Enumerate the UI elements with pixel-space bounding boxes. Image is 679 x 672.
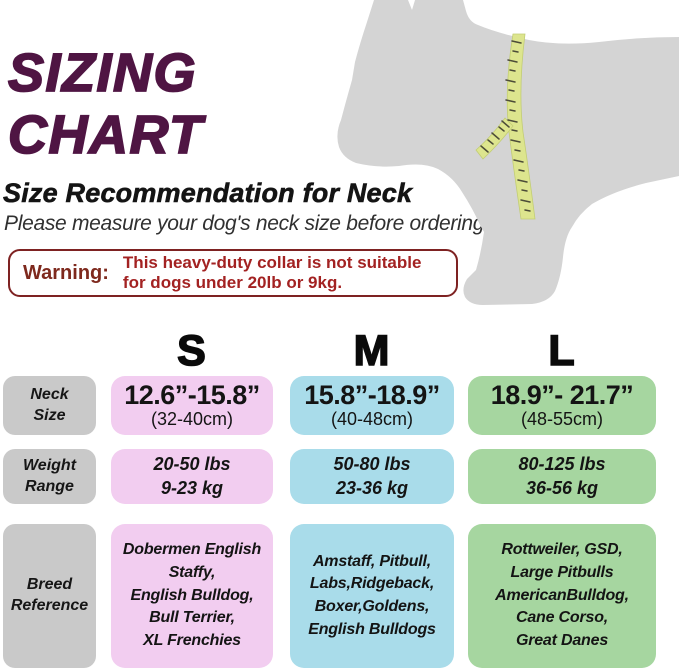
dog-silhouette [337,0,679,305]
weight-range-m-value: 50-80 lbs 23-36 kg [333,454,411,498]
breed-reference-l-value: Rottweiler, GSD, Large Pitbulls American… [495,541,629,650]
section-subtitle: Size Recommendation for Neck [3,178,413,209]
row-label-breed-reference: Breed Reference [3,524,96,668]
weight-range-cell-l: 80-125 lbs 36-56 kg [468,449,656,504]
weight-range-l-value: 80-125 lbs 36-56 kg [518,454,606,498]
breed-reference-cell-l: Rottweiler, GSD, Large Pitbulls American… [468,524,656,668]
neck-size-cell-m: 15.8”-18.9” (40-48cm) [290,376,454,435]
neck-size-s-value: 12.6”-15.8” [124,379,260,410]
page-title-line2: CHART [7,104,204,166]
row-label-weight-range: Weight Range [3,449,96,504]
weight-range-s-value: 20-50 lbs 9-23 kg [153,454,231,498]
neck-size-m-value: 15.8”-18.9” [304,379,440,410]
tape-tick-marks [480,40,531,212]
breed-reference-s-value: Dobermen English Staffy, English Bulldog… [122,541,262,650]
neck-size-cell-l: 18.9”- 21.7” (48-55cm) [468,376,656,435]
weight-range-cell-m: 50-80 lbs 23-36 kg [290,449,454,504]
neck-size-l-value: 18.9”- 21.7” [490,379,634,410]
breed-reference-m-value: Amstaff, Pitbull, Labs,Ridgeback, Boxer,… [308,552,436,638]
column-header-s: S [176,326,207,376]
neck-size-m-cm: (40-48cm) [330,408,414,429]
warning-label: Warning: [23,261,109,284]
weight-range-cell-s: 20-50 lbs 9-23 kg [111,449,273,504]
neck-size-cell-s: 12.6”-15.8” (32-40cm) [111,376,273,435]
column-header-m: M [353,326,391,376]
row-label-neck-size: Neck Size [3,376,96,435]
page-title-line1: SIZING [7,42,198,104]
column-header-l: L [548,326,576,376]
neck-size-s-cm: (32-40cm) [150,408,234,429]
breed-reference-cell-m: Amstaff, Pitbull, Labs,Ridgeback, Boxer,… [290,524,454,668]
measuring-tape-main [506,33,536,220]
warning-box: Warning: This heavy-duty collar is not s… [8,249,458,297]
warning-message: This heavy-duty collar is not suitable f… [122,253,422,292]
neck-size-l-cm: (48-55cm) [520,408,604,429]
measure-note: Please measure your dog's neck size befo… [4,212,485,235]
dog-illustration [337,0,679,305]
page-title: SIZING CHART [7,42,204,166]
breed-reference-cell-s: Dobermen English Staffy, English Bulldog… [111,524,273,668]
